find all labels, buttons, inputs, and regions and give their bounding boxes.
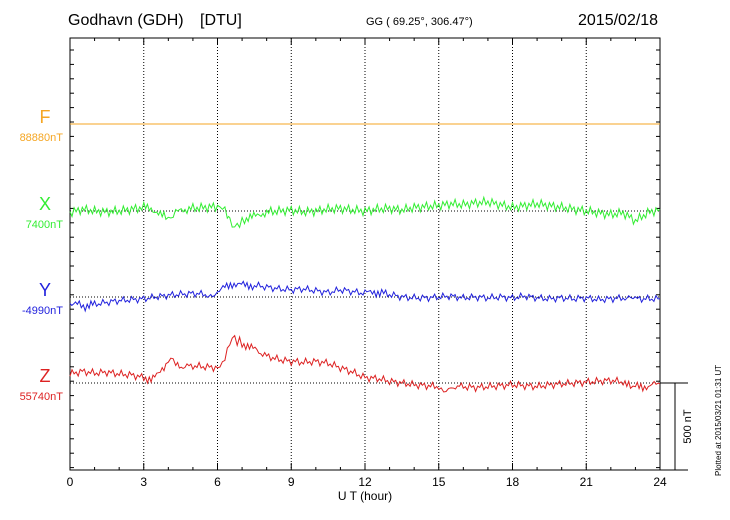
series-label-f: F [40, 107, 51, 127]
date-label: 2015/02/18 [578, 12, 659, 29]
x-tick-label: 9 [288, 475, 295, 489]
series-baseline-x: 7400nT [26, 219, 64, 231]
x-tick-label: 3 [140, 475, 147, 489]
series-label-y: Y [39, 280, 51, 300]
x-tick-label: 21 [580, 475, 594, 489]
series-label-x: X [39, 194, 51, 214]
series-baseline-z: 55740nT [20, 391, 64, 403]
x-tick-label: 18 [506, 475, 520, 489]
station-title: Godhavn (GDH) [68, 12, 184, 29]
scale-bar-label: 500 nT [682, 409, 694, 444]
x-axis-label: U T (hour) [338, 489, 392, 503]
plotted-timestamp: Plotted at 2015/03/21 01:31 UT [714, 364, 723, 476]
institute-label: [DTU] [200, 12, 242, 29]
series-label-z: Z [40, 366, 51, 386]
x-tick-label: 0 [67, 475, 74, 489]
x-tick-label: 15 [432, 475, 446, 489]
series-line-y [69, 280, 661, 313]
coordinates-label: GG ( 69.25°, 306.47°) [366, 16, 473, 28]
series-line-x [69, 195, 661, 229]
x-tick-label: 6 [214, 475, 221, 489]
x-tick-label: 12 [358, 475, 372, 489]
series-line-z [69, 334, 661, 393]
series-baseline-y: -4990nT [22, 305, 63, 317]
series-baseline-f: 88880nT [20, 132, 64, 144]
x-tick-label: 24 [653, 475, 667, 489]
